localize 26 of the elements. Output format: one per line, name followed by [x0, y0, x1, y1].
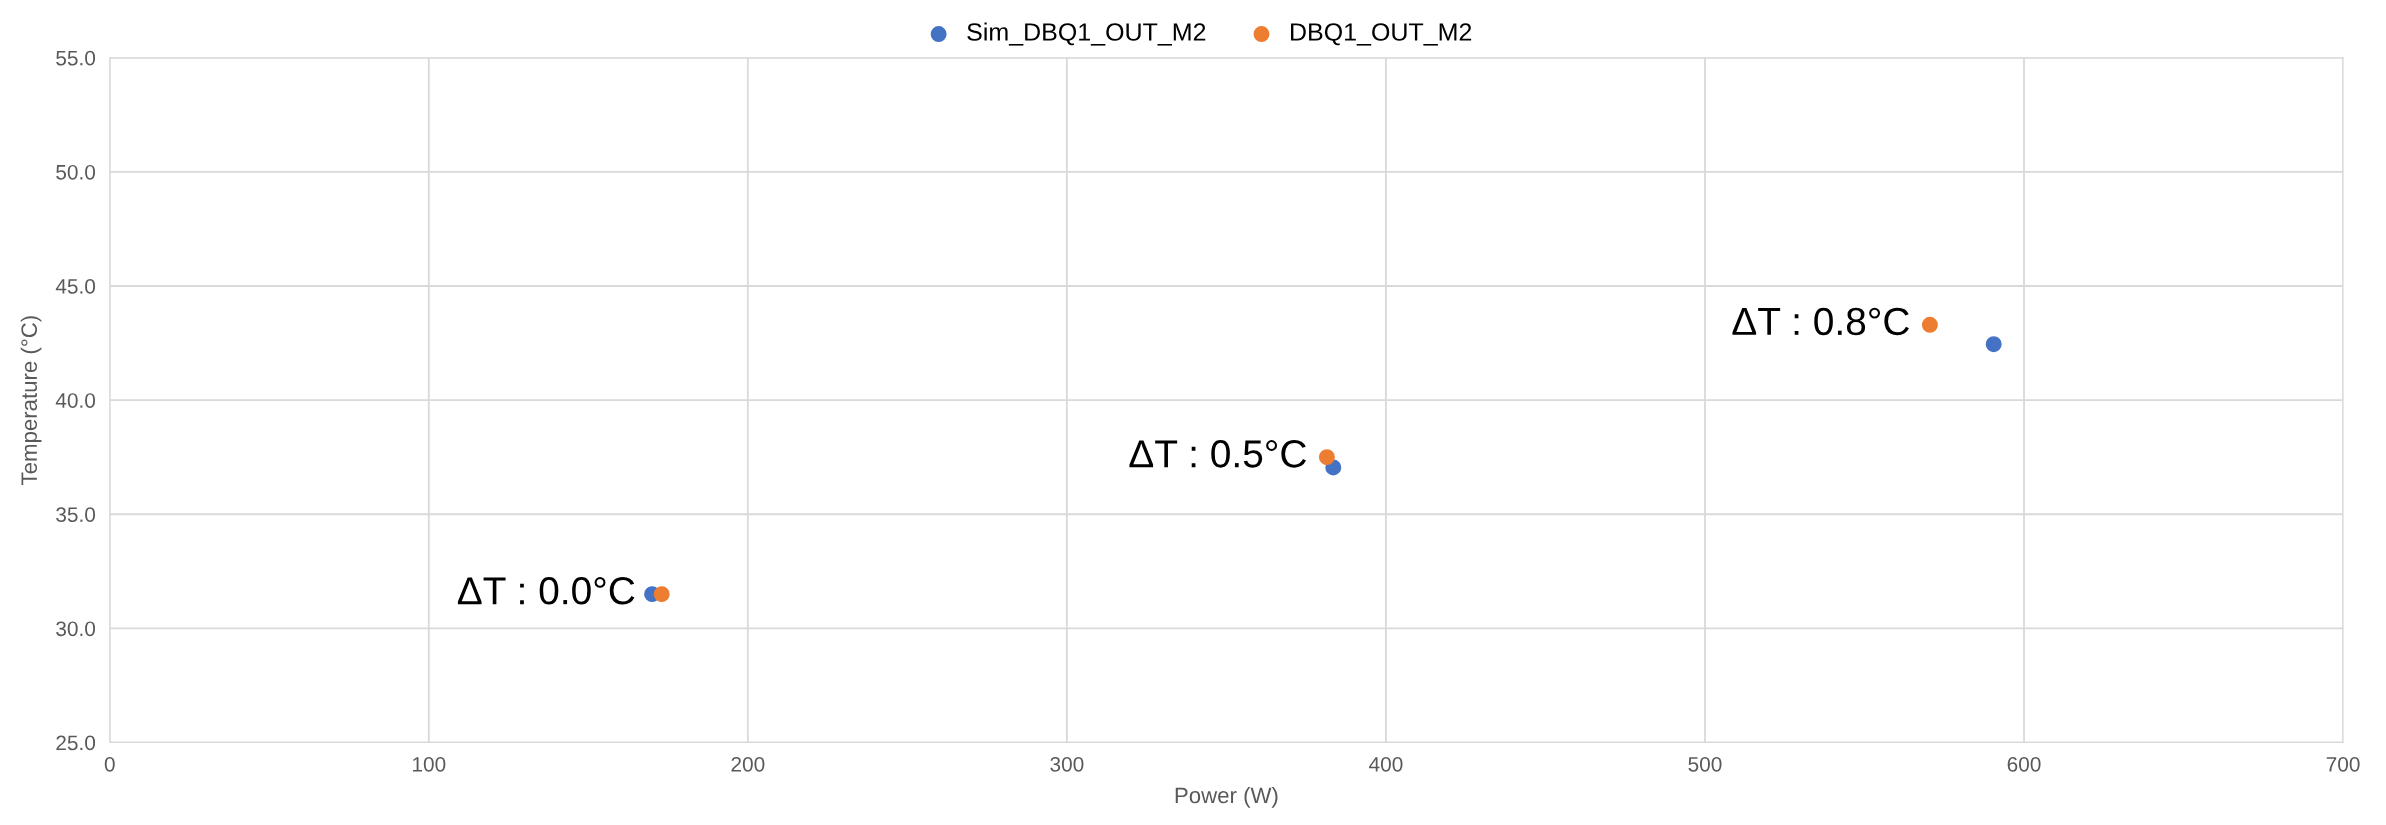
annotation: ΔT : 0.5°C [1129, 440, 1306, 468]
legend-label: Sim_DBQ1_OUT_M2 [967, 22, 1206, 46]
y-tick-label: 30.0 [56, 621, 96, 637]
annotation: ΔT : 0.0°C [457, 577, 635, 605]
point [1921, 316, 1938, 333]
x-tick-label: 400 [1369, 756, 1403, 772]
y-tick-label: 25.0 [56, 735, 96, 751]
y-tick-label: 40.0 [55, 393, 96, 408]
y-tick-label: 55.0 [56, 50, 96, 66]
x-axis-title: Power (W) [1175, 786, 1278, 808]
annotation: ΔT : 0.8°C [1732, 307, 1909, 336]
y-tick-label: 35.0 [56, 507, 96, 522]
x-tick-label: 0 [104, 756, 115, 772]
y-tick-label: 50.0 [56, 164, 96, 180]
x-tick-label: 100 [413, 756, 446, 772]
legend-label: DBQ1_OUT_M2 [1291, 23, 1472, 46]
x-tick-label: 600 [2007, 756, 2041, 772]
point [653, 586, 670, 603]
y-tick-label: 45.0 [55, 279, 96, 294]
x-tick-label: 200 [731, 756, 765, 772]
point [1318, 449, 1335, 466]
point [1985, 336, 2002, 353]
y-axis-title: Temperature (°C) [20, 316, 42, 485]
x-tick-label: 500 [1688, 756, 1722, 772]
x-tick-label: 300 [1050, 756, 1084, 772]
x-tick-label: 700 [2326, 756, 2360, 772]
